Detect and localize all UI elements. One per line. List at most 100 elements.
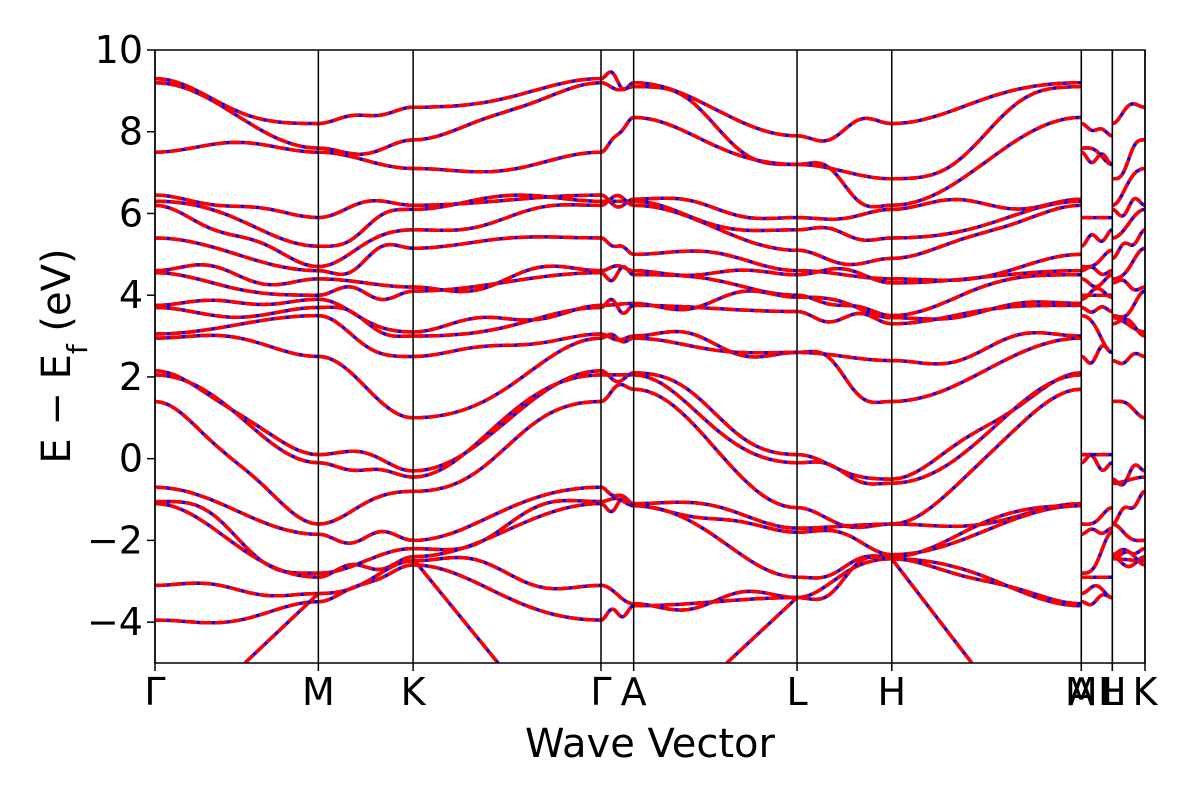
band-line-red — [155, 305, 319, 320]
band-line-red — [891, 203, 1082, 261]
band-line-red — [633, 80, 798, 138]
x-tick-label: A — [1068, 670, 1094, 714]
band-line-red — [1112, 207, 1145, 240]
band-line-blue — [318, 297, 414, 334]
band-line-red — [1081, 305, 1113, 314]
y-axis-label-suffix: (eV) — [34, 248, 80, 344]
band-line-red — [600, 297, 635, 316]
band-line-red — [413, 501, 602, 559]
band-line-red — [1111, 196, 1145, 218]
band-line-red — [413, 305, 602, 338]
band-line-red — [155, 263, 319, 287]
band-line-red — [1112, 317, 1145, 338]
band-line-red — [1081, 248, 1113, 269]
band-line-red — [1112, 278, 1145, 292]
band-line-blue — [412, 373, 602, 479]
band-line-red — [155, 485, 319, 537]
band-line-red — [891, 115, 1082, 208]
band-line-red — [1080, 453, 1113, 473]
band-line-red — [1081, 313, 1113, 355]
band-line-red — [600, 604, 635, 622]
band-line-red — [318, 242, 414, 277]
band-line-red — [797, 295, 892, 320]
band-line-red — [155, 193, 319, 220]
band-line-red — [891, 199, 1082, 240]
band-line-red — [155, 501, 319, 579]
y-tick-label: 0 — [119, 437, 143, 481]
band-line-blue — [413, 485, 602, 543]
y-tick-label: 8 — [119, 110, 143, 154]
band-line-red — [1081, 505, 1113, 526]
band-line-blue — [1112, 138, 1145, 181]
band-line-red — [633, 371, 798, 457]
band-line-red — [600, 332, 634, 344]
band-line-red — [318, 297, 414, 334]
band-line-red — [318, 138, 414, 156]
band-line-red — [796, 309, 892, 326]
band-line-red — [600, 495, 635, 514]
band-line-red — [1112, 557, 1145, 563]
band-line-red — [796, 349, 892, 405]
band-line-red — [633, 503, 798, 579]
band-line-red — [411, 557, 500, 663]
y-axis-label: E − Ef (eV) — [34, 248, 94, 463]
band-line-red — [1112, 166, 1145, 208]
band-line-blue — [155, 203, 319, 269]
y-axis-label-subscript: f — [61, 343, 94, 354]
band-line-blue — [413, 76, 602, 109]
band-line-red — [796, 225, 892, 243]
y-tick-label: −4 — [87, 600, 143, 644]
band-line-red — [796, 460, 892, 486]
band-line-red — [891, 557, 1082, 606]
band-line-red — [1080, 343, 1113, 366]
band-line-red — [413, 555, 602, 591]
band-line-red — [633, 336, 797, 355]
band-line-red — [633, 329, 798, 359]
band-line-red — [600, 115, 635, 154]
band-line-red — [797, 528, 892, 557]
band-line-red — [1080, 228, 1113, 248]
y-tick-label: −2 — [87, 518, 143, 562]
band-line-red — [796, 248, 892, 267]
band-line-red — [1112, 289, 1145, 319]
band-line-red — [1112, 351, 1145, 366]
band-line-red — [413, 193, 602, 212]
band-line-red — [155, 80, 319, 150]
band-line-red — [413, 336, 602, 420]
band-line-red — [633, 268, 798, 278]
x-tick-label: L — [1102, 670, 1123, 714]
band-line-red — [1081, 286, 1113, 302]
y-tick-label: 6 — [119, 191, 143, 235]
band-line-red — [1112, 475, 1145, 485]
band-line-red — [413, 485, 602, 543]
band-line-red — [600, 236, 634, 257]
y-tick-label: 4 — [119, 273, 143, 317]
band-line-red — [633, 196, 797, 221]
band-line-red — [891, 503, 1082, 559]
band-line-red — [1081, 121, 1113, 138]
band-line-red — [891, 268, 1082, 285]
band-line-red — [413, 235, 602, 250]
band-line-red — [1111, 102, 1145, 126]
band-line-red — [796, 162, 892, 181]
band-line-red — [633, 273, 798, 297]
band-line-red — [600, 382, 634, 404]
x-tick-label: Γ — [144, 670, 165, 714]
band-line-red — [633, 500, 798, 530]
band-line-red — [633, 303, 797, 314]
band-line-red — [600, 264, 634, 273]
x-tick-label: L — [786, 670, 807, 714]
band-line-blue — [155, 80, 319, 150]
band-line-red — [318, 105, 414, 126]
band-line-red — [243, 592, 320, 663]
y-tick-label: 10 — [95, 28, 143, 72]
band-line-red — [797, 207, 892, 221]
band-line-red — [413, 270, 602, 293]
band-line-red — [318, 461, 414, 479]
band-line-red — [600, 265, 635, 283]
band-line-red — [413, 498, 602, 552]
band-line-red — [318, 449, 414, 473]
band-line-red — [601, 583, 634, 606]
band-line-red — [725, 596, 799, 663]
band-line-blue — [633, 503, 798, 579]
